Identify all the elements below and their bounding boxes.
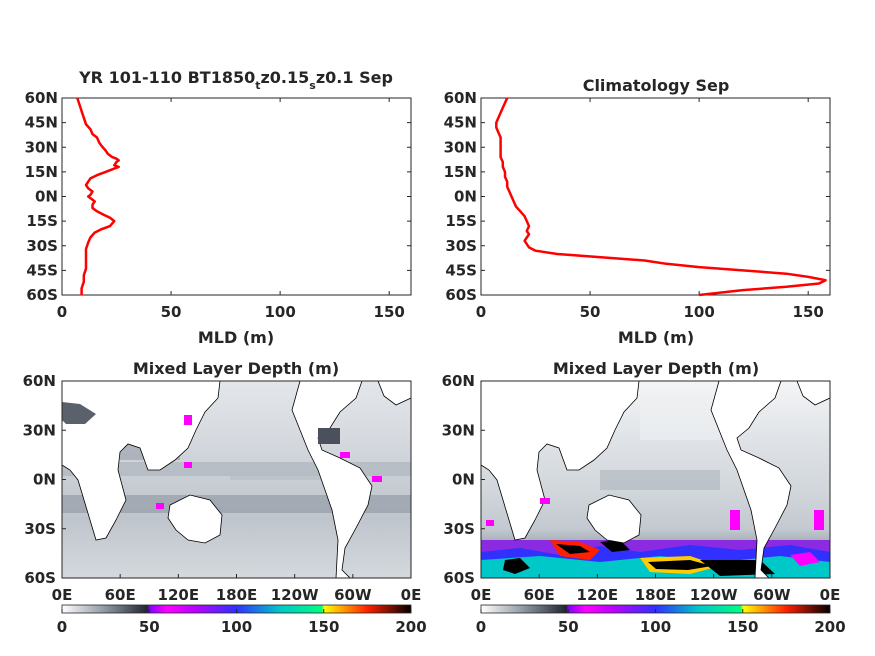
y-tick-label: 30N: [444, 138, 477, 156]
panel3-title: Mixed Layer Depth (m): [133, 359, 339, 378]
x-tick-label: 150: [374, 303, 405, 321]
colorbar-tick-label: 0: [476, 618, 486, 636]
panel2-axes-box: [480, 97, 831, 296]
x-tick-label: 0E: [52, 586, 73, 604]
x-tick-label: 180E: [216, 586, 258, 604]
x-tick-label: 150: [793, 303, 824, 321]
colorbar-tick-label: 100: [640, 618, 671, 636]
panel1-xlabel: MLD (m): [198, 328, 274, 347]
panel1-y-ticks: 60N 45N 30N 15N 0N 15S 30S 45S 60S: [25, 89, 411, 304]
panel-climatology-mld-map: Mixed Layer Depth (m): [442, 359, 846, 636]
colorbar-tick-label: 150: [308, 618, 339, 636]
y-tick-label: 60N: [25, 89, 58, 107]
panel3-land-greenland: [377, 381, 411, 406]
colorbar-tick-label: 200: [814, 618, 845, 636]
panel3-y-ticks: 60N 30N 0N 30S 60S: [23, 372, 66, 587]
y-tick-label: 60S: [26, 286, 58, 304]
y-tick-label: 30S: [26, 237, 58, 255]
y-tick-label: 45N: [25, 114, 58, 132]
colorbar-tick-label: 50: [558, 618, 579, 636]
x-tick-label: 0E: [471, 586, 492, 604]
x-tick-label: 0E: [401, 586, 422, 604]
y-tick-label: 30N: [442, 421, 475, 439]
x-tick-label: 0E: [820, 586, 841, 604]
panel3-land-americas: [291, 381, 373, 578]
y-tick-label: 60N: [442, 372, 475, 390]
x-tick-label: 120W: [271, 586, 319, 604]
panel2-series-line: [495, 97, 827, 297]
panel4-land-australia: [586, 494, 642, 544]
y-tick-label: 60N: [23, 372, 56, 390]
panel2-xlabel: MLD (m): [618, 328, 694, 347]
x-tick-label: 60E: [524, 586, 555, 604]
panel1-x-ticks: 0 50 100 150: [57, 98, 405, 321]
y-tick-label: 60S: [445, 286, 477, 304]
x-tick-label: 0: [57, 303, 67, 321]
y-tick-label: 45S: [26, 261, 58, 279]
x-tick-label: 120W: [690, 586, 738, 604]
x-tick-label: 60W: [334, 586, 372, 604]
panel1-axes-box: [61, 97, 412, 296]
y-tick-label: 15S: [26, 212, 58, 230]
x-tick-label: 60W: [753, 586, 791, 604]
y-tick-label: 15N: [444, 163, 477, 181]
x-tick-label: 100: [264, 303, 295, 321]
y-tick-label: 45N: [444, 114, 477, 132]
panel4-land-africa-eurasia: [481, 381, 640, 541]
x-tick-label: 120E: [577, 586, 619, 604]
y-tick-label: 0N: [452, 471, 475, 489]
y-tick-label: 15N: [25, 163, 58, 181]
y-tick-label: 30S: [445, 237, 477, 255]
panel4-x-ticks: 0E 60E 120E 180E 120W 60W 0E: [471, 574, 841, 604]
colorbar-tick-label: 150: [727, 618, 758, 636]
x-tick-label: 60E: [105, 586, 136, 604]
x-tick-label: 50: [161, 303, 182, 321]
panel3-land-africa-eurasia: [62, 381, 221, 541]
colorbar-tick-label: 200: [395, 618, 426, 636]
y-tick-label: 0N: [454, 188, 477, 206]
x-tick-label: 100: [683, 303, 714, 321]
y-tick-label: 30N: [25, 138, 58, 156]
colorbar-tick-label: 100: [221, 618, 252, 636]
colorbar-tick-label: 0: [57, 618, 67, 636]
y-tick-label: 30N: [23, 421, 56, 439]
panel4-land-greenland: [796, 381, 830, 406]
colorbar-tick-label: 50: [139, 618, 160, 636]
panel3-x-ticks: 0E 60E 120E 180E 120W 60W 0E: [52, 574, 422, 604]
x-tick-label: 180E: [635, 586, 677, 604]
y-tick-label: 60S: [24, 569, 56, 587]
panel-climatology-mld-profile: Climatology Sep 60N45N30N15N0N15S30S45S6…: [444, 76, 831, 347]
x-tick-label: 0: [476, 303, 486, 321]
y-tick-label: 45S: [445, 261, 477, 279]
panel4-title: Mixed Layer Depth (m): [553, 359, 759, 378]
panel3-colorbar-ticks: 0 50 100 150 200: [57, 609, 427, 636]
panel1-series-line: [76, 97, 120, 295]
y-tick-label: 30S: [443, 520, 475, 538]
y-tick-label: 60N: [444, 89, 477, 107]
panel2-y-ticks: 60N 45N 30N 15N 0N 15S 30S 45S 60S: [444, 89, 830, 304]
y-tick-label: 15S: [445, 212, 477, 230]
panel2-title: Climatology Sep: [583, 76, 730, 95]
panel2-x-ticks: 0 50 100 150: [476, 98, 824, 321]
y-tick-label: 0N: [33, 471, 56, 489]
x-tick-label: 50: [580, 303, 601, 321]
panel-model-mld-profile: YR 101-110 BT1850tz0.15sz0.1 Sep 60N 45N 3…: [25, 68, 412, 347]
panel1-title: YR 101-110 BT1850tz0.15sz0.1 Sep: [78, 68, 393, 92]
x-tick-label: 120E: [158, 586, 200, 604]
panel4-map-field: [481, 381, 830, 578]
panel4-y-ticks: 60N 30N 0N 30S 60S: [442, 372, 485, 587]
y-tick-label: 0N: [35, 188, 58, 206]
panel4-colorbar-ticks: 0 50 100 150 200: [476, 609, 846, 636]
panel3-map-field: [62, 381, 411, 578]
panel4-land-americas: [710, 381, 792, 578]
panel3-land-australia: [167, 494, 223, 544]
y-tick-label: 30S: [24, 520, 56, 538]
y-tick-label: 60S: [443, 569, 475, 587]
